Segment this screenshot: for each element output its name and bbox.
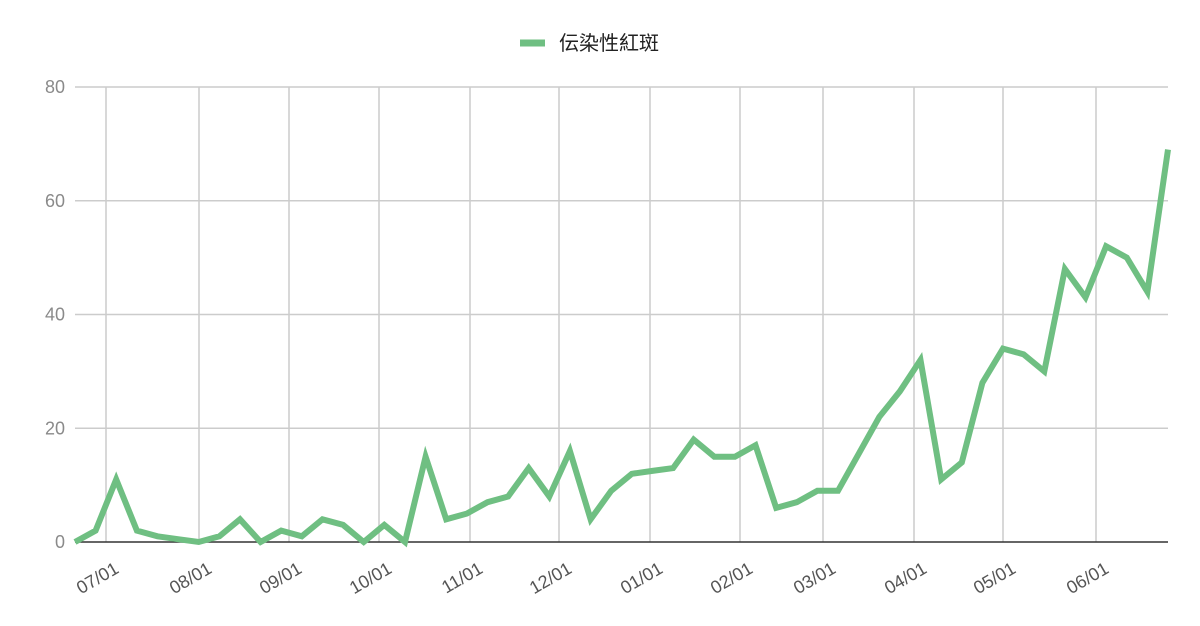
data-point <box>670 465 676 471</box>
data-point <box>1021 351 1027 357</box>
data-point <box>278 528 284 534</box>
data-point <box>753 442 759 448</box>
data-point <box>1144 289 1150 295</box>
x-tick-label: 05/01 <box>970 558 1019 598</box>
data-point <box>711 454 717 460</box>
data-point <box>897 388 903 394</box>
data-point <box>72 539 78 545</box>
legend: 伝染性紅斑 <box>520 31 659 55</box>
data-point <box>155 533 161 539</box>
data-point <box>464 511 470 517</box>
x-tick-label: 12/01 <box>526 558 575 598</box>
x-tick-label: 07/01 <box>73 558 122 598</box>
data-point <box>134 528 140 534</box>
data-point <box>1041 368 1047 374</box>
data-point <box>93 528 99 534</box>
data-point <box>1103 243 1109 249</box>
x-tick-label: 11/01 <box>438 558 486 597</box>
data-point <box>629 471 635 477</box>
data-point <box>814 488 820 494</box>
data-point <box>794 499 800 505</box>
data-point <box>567 448 573 454</box>
data-point <box>1124 255 1130 261</box>
x-tick-label: 08/01 <box>166 558 215 598</box>
data-point <box>237 516 243 522</box>
data-point <box>979 380 985 386</box>
y-axis-ticks: 0 20 40 60 80 <box>45 77 65 552</box>
data-point <box>732 454 738 460</box>
x-tick-label: 10/01 <box>346 558 395 598</box>
data-point <box>773 505 779 511</box>
legend-label: 伝染性紅斑 <box>559 31 659 55</box>
data-point <box>1062 266 1068 272</box>
data-point <box>216 533 222 539</box>
x-tick-label: 01/01 <box>617 558 666 598</box>
x-tick-label: 04/01 <box>881 558 930 598</box>
data-point <box>649 468 655 474</box>
x-tick-label: 03/01 <box>790 558 839 598</box>
data-point <box>691 437 697 443</box>
data-point <box>320 516 326 522</box>
data-point <box>175 536 181 542</box>
data-point <box>918 357 924 363</box>
y-tick-label: 80 <box>45 77 65 97</box>
series-line <box>73 149 1171 548</box>
data-point <box>1000 346 1006 352</box>
x-axis-ticks: 07/01 08/01 09/01 10/01 11/01 12/01 01/01 02/01… <box>73 558 1112 598</box>
data-point <box>113 476 119 482</box>
x-tick-label: 09/01 <box>256 558 305 598</box>
grid-lines <box>75 86 1168 542</box>
data-point <box>340 522 346 528</box>
data-point <box>258 539 264 545</box>
data-point <box>546 494 552 500</box>
y-tick-label: 0 <box>55 532 65 552</box>
data-point <box>299 533 305 539</box>
data-point <box>361 539 367 545</box>
data-point <box>856 451 862 457</box>
data-point <box>381 522 387 528</box>
data-point <box>485 499 491 505</box>
data-point <box>196 539 202 545</box>
data-point <box>526 465 532 471</box>
y-tick-label: 60 <box>45 191 65 211</box>
data-point <box>505 494 511 500</box>
x-tick-label: 02/01 <box>707 558 756 598</box>
data-point <box>443 516 449 522</box>
data-point <box>959 459 965 465</box>
data-point <box>1165 147 1171 153</box>
series-group <box>72 147 1171 548</box>
data-point <box>402 539 408 545</box>
data-point <box>876 414 882 420</box>
data-point <box>938 476 944 482</box>
data-point <box>1083 294 1089 300</box>
x-tick-label: 06/01 <box>1063 558 1112 598</box>
data-point <box>423 454 429 460</box>
data-point <box>835 488 841 494</box>
data-point <box>608 488 614 494</box>
y-tick-label: 20 <box>45 418 65 438</box>
data-point <box>588 516 594 522</box>
y-tick-label: 40 <box>45 305 65 325</box>
